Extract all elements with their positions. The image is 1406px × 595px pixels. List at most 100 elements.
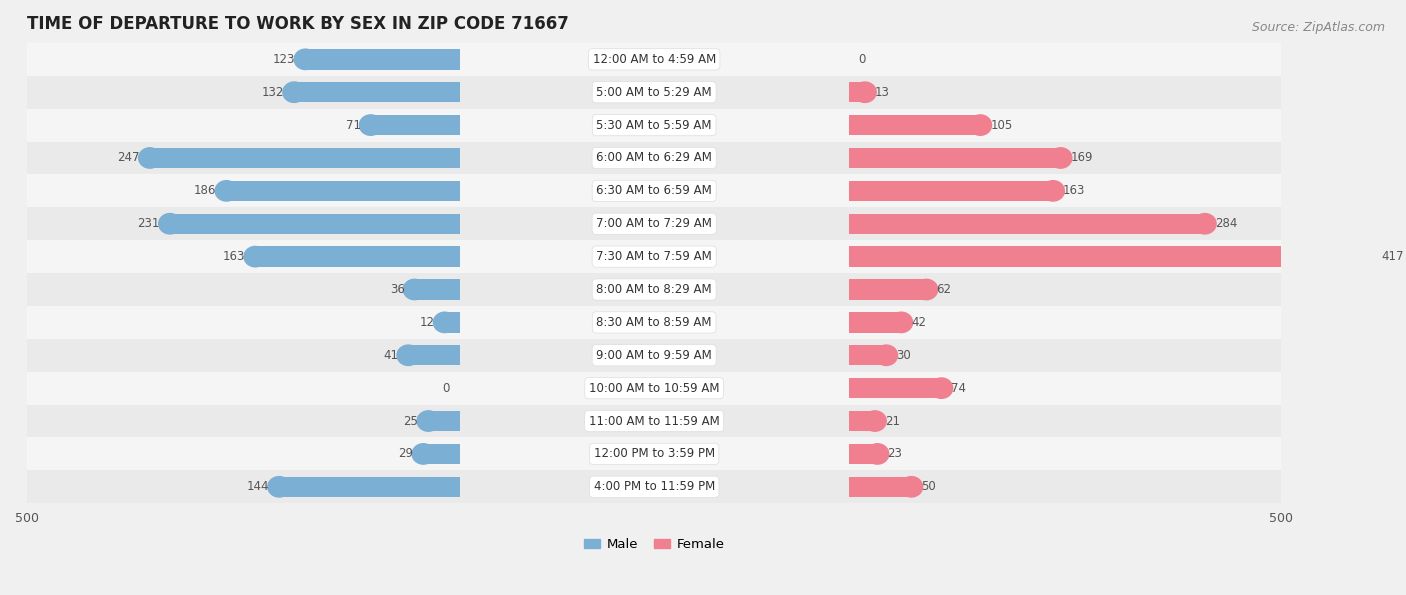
Text: 30: 30 (896, 349, 911, 362)
Ellipse shape (931, 378, 953, 398)
Ellipse shape (915, 279, 938, 300)
Bar (408, 345, 460, 365)
Bar (150, 148, 460, 168)
Bar (27, 109, 1281, 142)
Text: 9:00 AM to 9:59 AM: 9:00 AM to 9:59 AM (596, 349, 711, 362)
Ellipse shape (433, 312, 456, 333)
Bar (849, 345, 886, 365)
Bar (423, 444, 460, 464)
Bar (849, 148, 1060, 168)
Text: 5:30 AM to 5:59 AM: 5:30 AM to 5:59 AM (596, 118, 711, 131)
Text: 0: 0 (443, 381, 450, 394)
Legend: Male, Female: Male, Female (579, 533, 730, 556)
Text: 13: 13 (875, 86, 890, 99)
Text: 42: 42 (911, 316, 927, 329)
Bar (849, 115, 980, 135)
Text: 6:30 AM to 6:59 AM: 6:30 AM to 6:59 AM (596, 184, 711, 198)
Ellipse shape (294, 49, 316, 70)
Ellipse shape (215, 181, 238, 201)
Bar (849, 411, 875, 431)
Ellipse shape (866, 444, 889, 464)
Bar (27, 306, 1281, 339)
Bar (27, 437, 1281, 471)
Bar (371, 115, 460, 135)
Text: 74: 74 (952, 381, 966, 394)
Bar (226, 181, 460, 201)
Text: 23: 23 (887, 447, 903, 461)
Ellipse shape (863, 411, 886, 431)
Bar (27, 207, 1281, 240)
Bar (849, 444, 877, 464)
Text: 6:00 AM to 6:29 AM: 6:00 AM to 6:29 AM (596, 152, 711, 164)
Bar (27, 240, 1281, 273)
Ellipse shape (396, 345, 419, 365)
Text: 163: 163 (224, 250, 245, 263)
Text: 163: 163 (1063, 184, 1085, 198)
Bar (849, 312, 901, 333)
Text: 231: 231 (138, 217, 160, 230)
Text: 25: 25 (404, 415, 419, 428)
Text: 169: 169 (1070, 152, 1092, 164)
Ellipse shape (267, 477, 291, 497)
Bar (27, 339, 1281, 372)
Bar (429, 411, 460, 431)
Bar (294, 82, 460, 102)
Bar (849, 246, 1372, 267)
Ellipse shape (1361, 246, 1384, 267)
Text: 4:00 PM to 11:59 PM: 4:00 PM to 11:59 PM (593, 480, 714, 493)
Ellipse shape (900, 477, 922, 497)
Ellipse shape (245, 246, 267, 267)
Text: 5:00 AM to 5:29 AM: 5:00 AM to 5:29 AM (596, 86, 711, 99)
Bar (280, 477, 460, 497)
Text: 417: 417 (1382, 250, 1405, 263)
Text: 7:00 AM to 7:29 AM: 7:00 AM to 7:29 AM (596, 217, 711, 230)
Ellipse shape (875, 345, 897, 365)
Ellipse shape (890, 312, 912, 333)
Text: 186: 186 (194, 184, 217, 198)
Ellipse shape (139, 148, 162, 168)
Bar (27, 372, 1281, 405)
Text: 0: 0 (859, 53, 866, 66)
Bar (849, 214, 1205, 234)
Text: 10:00 AM to 10:59 AM: 10:00 AM to 10:59 AM (589, 381, 720, 394)
Text: 144: 144 (246, 480, 269, 493)
Ellipse shape (969, 115, 991, 135)
Bar (27, 405, 1281, 437)
Bar (27, 76, 1281, 109)
Text: 247: 247 (117, 152, 139, 164)
Ellipse shape (853, 82, 876, 102)
Text: TIME OF DEPARTURE TO WORK BY SEX IN ZIP CODE 71667: TIME OF DEPARTURE TO WORK BY SEX IN ZIP … (27, 15, 569, 33)
Ellipse shape (412, 444, 434, 464)
Ellipse shape (1049, 148, 1071, 168)
Text: 21: 21 (884, 415, 900, 428)
Bar (27, 471, 1281, 503)
Bar (27, 174, 1281, 207)
Text: 29: 29 (398, 447, 413, 461)
Bar (415, 279, 460, 300)
Text: 7:30 AM to 7:59 AM: 7:30 AM to 7:59 AM (596, 250, 711, 263)
Bar (305, 49, 460, 70)
Text: 36: 36 (389, 283, 405, 296)
Text: 12:00 PM to 3:59 PM: 12:00 PM to 3:59 PM (593, 447, 714, 461)
Text: 62: 62 (936, 283, 952, 296)
Bar (27, 43, 1281, 76)
Bar (849, 378, 942, 398)
Ellipse shape (404, 279, 426, 300)
Text: 41: 41 (384, 349, 398, 362)
Text: 123: 123 (273, 53, 295, 66)
Bar (849, 181, 1053, 201)
Text: 8:00 AM to 8:29 AM: 8:00 AM to 8:29 AM (596, 283, 711, 296)
Ellipse shape (283, 82, 305, 102)
Text: 8:30 AM to 8:59 AM: 8:30 AM to 8:59 AM (596, 316, 711, 329)
Bar (444, 312, 460, 333)
Text: 284: 284 (1215, 217, 1237, 230)
Ellipse shape (159, 214, 181, 234)
Text: 12: 12 (419, 316, 434, 329)
Ellipse shape (1042, 181, 1064, 201)
Text: 132: 132 (262, 86, 284, 99)
Text: 11:00 AM to 11:59 AM: 11:00 AM to 11:59 AM (589, 415, 720, 428)
Ellipse shape (1194, 214, 1216, 234)
Text: Source: ZipAtlas.com: Source: ZipAtlas.com (1251, 21, 1385, 34)
Bar (849, 477, 911, 497)
Bar (170, 214, 460, 234)
